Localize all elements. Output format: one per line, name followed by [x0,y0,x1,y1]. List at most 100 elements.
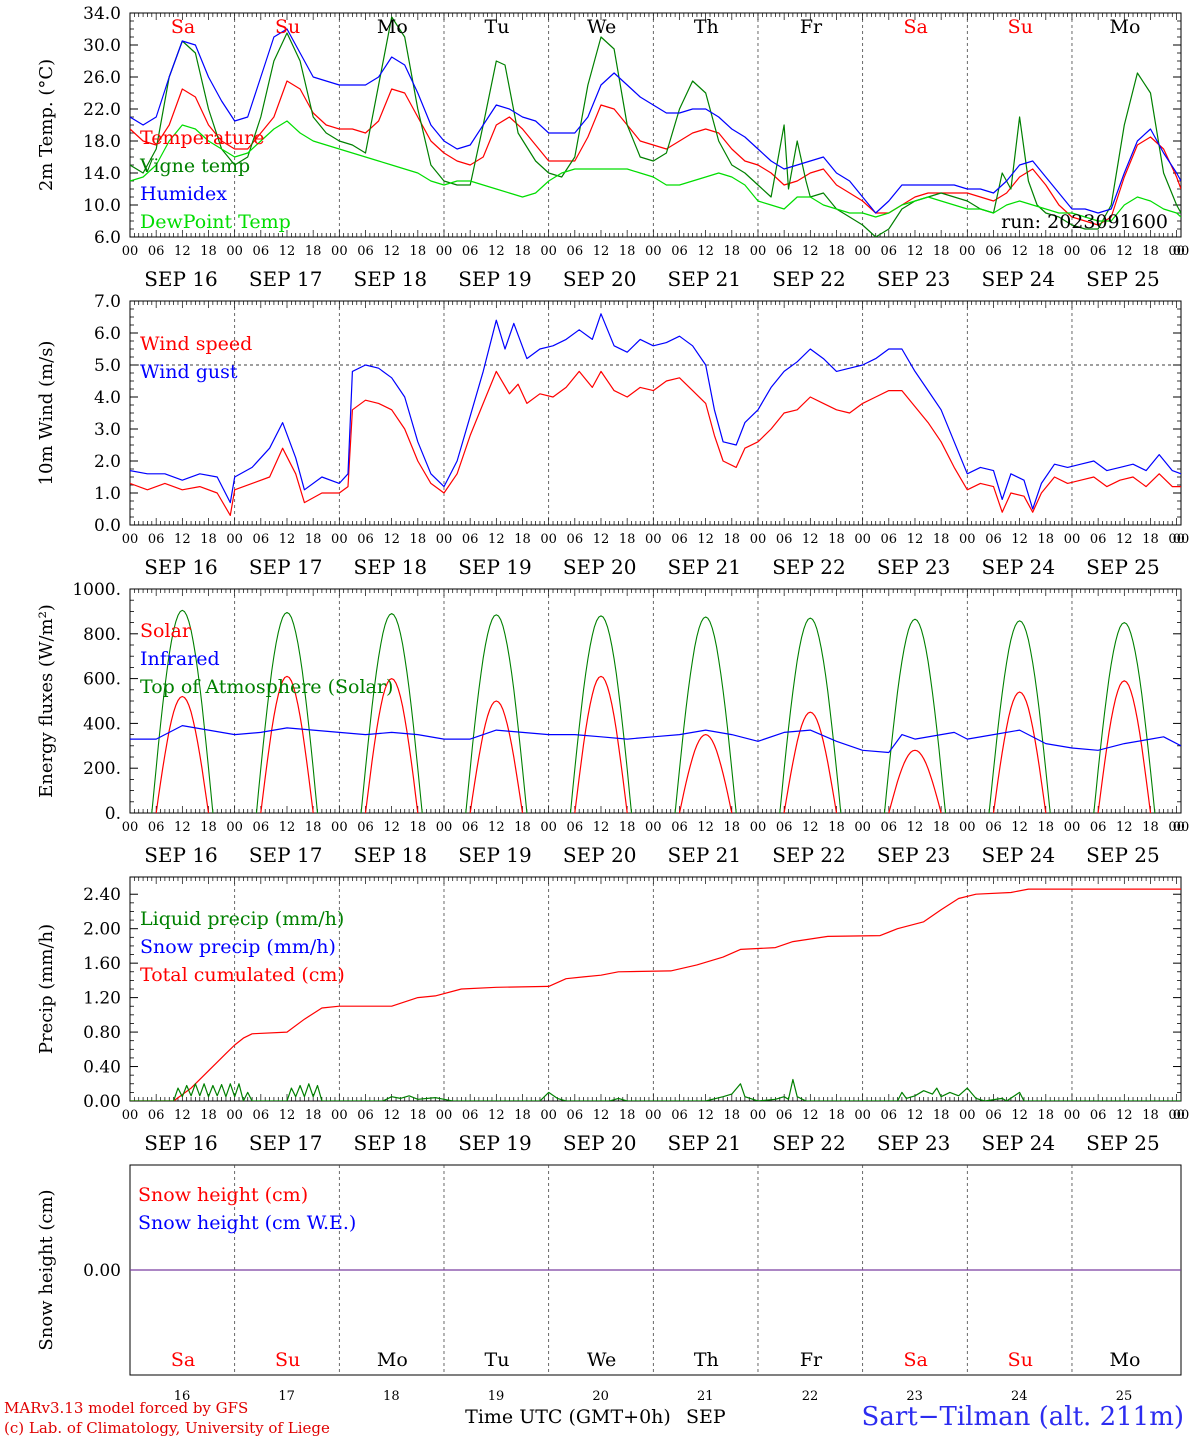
toa-solar-day-8 [883,618,947,813]
hour-label: 06 [671,244,688,259]
hour-label: 12 [802,532,819,547]
hour-label: 12 [697,532,714,547]
legend-entry: Liquid precip (mm/h) [140,908,344,930]
y-tick-label: 1000. [72,580,121,600]
hour-label: 12 [488,820,505,835]
hour-label: 18 [933,820,950,835]
legend-entry: Solar [140,620,192,642]
y-axis-label: 2m Temp. (°C) [36,59,57,191]
hour-label: 00 [226,244,243,259]
hour-label: 12 [1116,532,1133,547]
hour-label: 00 [854,244,871,259]
hour-label: 18 [514,820,531,835]
y-tick-label: 6.0 [94,324,121,344]
hour-label: 12 [802,820,819,835]
hour-label: 06 [567,532,584,547]
hour-label: 18 [1142,820,1159,835]
hour-label: 12 [593,820,610,835]
toa-solar-day-9 [988,620,1051,813]
hour-label: 12 [1116,244,1133,259]
hour-label: 12 [383,1108,400,1123]
legend-entry: DewPoint Temp [140,211,291,233]
y-tick-label: 22.0 [83,100,121,120]
solar-day-8 [888,749,942,813]
date-label: SEP 25 [1086,843,1160,867]
weekday-label: Su [275,16,300,38]
hour-label: 06 [357,244,374,259]
hour-label: 12 [279,820,296,835]
date-label: SEP 24 [982,555,1056,579]
x-axis-month: SEP [686,1406,726,1428]
date-label: SEP 24 [982,1131,1056,1155]
legend-entry: Humidex [140,183,227,205]
hour-label: 00 [226,1108,243,1123]
date-label: SEP 20 [563,267,637,291]
toa-solar-day-6 [674,616,737,813]
weekday-label: We [587,1349,616,1371]
hour-label: 18 [305,532,322,547]
toa-solar-day-3 [360,613,423,813]
legend-entry: Total cumulated (cm) [140,964,345,986]
day-number-label: 21 [697,1389,714,1404]
y-tick-label: 14.0 [83,164,121,184]
solar-day-3 [364,678,419,813]
hour-label: 06 [253,244,270,259]
day-number-label: 17 [278,1389,295,1404]
legend-entry: Wind gust [140,361,238,383]
hour-label: 06 [776,532,793,547]
hour-label: 06 [148,244,165,259]
hour-label: 06 [462,244,479,259]
toa-solar-day-5 [569,615,633,813]
hour-label: 12 [697,244,714,259]
hour-label: 06 [881,244,898,259]
energy-series-group [130,609,1181,813]
hour-label: 00 [436,820,453,835]
hour-label: 12 [907,1108,924,1123]
hour-label: 00 [226,820,243,835]
weekday-label: Tu [485,1349,510,1371]
hour-label: 06 [985,532,1002,547]
legend-entry: Temperature [140,127,264,149]
model-credit: MARv3.13 model forced by GFS [4,1399,249,1417]
weekday-label: Fr [800,1349,823,1371]
hour-label: 00 [750,1108,767,1123]
hour-label: 00 [122,1108,139,1123]
y-tick-label: 34.0 [83,4,121,24]
hour-label: 00 [854,532,871,547]
weekday-label: Mo [377,1349,408,1371]
hour-label: 00 [122,820,139,835]
weekday-label: Mo [1110,16,1141,38]
hour-label: 06 [671,820,688,835]
hour-label: 06 [567,1108,584,1123]
y-tick-label: 2.40 [83,885,121,905]
hour-label: 18 [1142,532,1159,547]
date-label: SEP 21 [668,843,742,867]
y-tick-label: 0.80 [83,1023,121,1043]
series-dewpoint-temp [130,120,1181,222]
series-liquid-precip-mm-h- [130,1078,1181,1101]
hour-label: 00 [959,244,976,259]
date-label: SEP 23 [877,555,951,579]
legend-entry: Top of Atmosphere (Solar) [140,676,393,698]
date-label: SEP 16 [144,555,218,579]
toa-solar-day-7 [779,617,842,813]
hour-label: 18 [514,532,531,547]
hour-label: 12 [593,244,610,259]
hour-label: 06 [1090,1108,1107,1123]
hour-label: 18 [410,532,427,547]
toa-solar-day-2 [255,611,319,813]
hour-label: 00 [1168,244,1185,259]
date-label: SEP 25 [1086,555,1160,579]
day-number-label: 20 [592,1389,609,1404]
hour-label: 12 [383,820,400,835]
hour-label: 18 [724,244,741,259]
hour-label: 00 [122,244,139,259]
temp-series-group [130,16,1181,237]
y-tick-label: 10.0 [83,196,121,216]
hour-label: 06 [1090,820,1107,835]
hour-label: 12 [907,820,924,835]
hour-label: 18 [305,1108,322,1123]
series-infrared [130,725,1181,754]
hour-label: 12 [1011,820,1028,835]
hour-label: 12 [383,532,400,547]
